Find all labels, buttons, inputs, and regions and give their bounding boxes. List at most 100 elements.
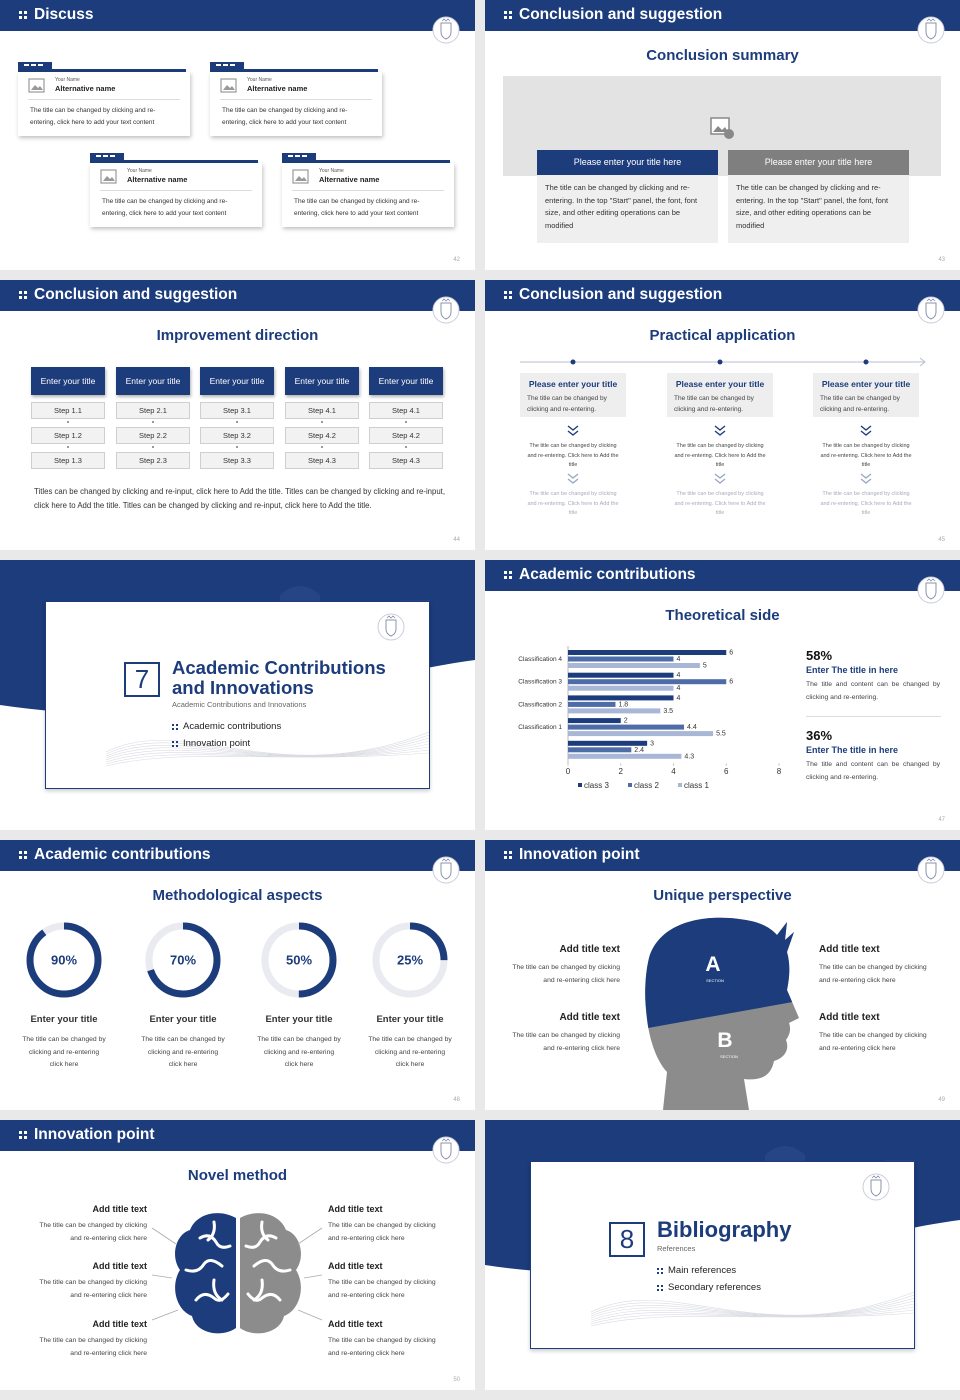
brain-fold	[252, 1259, 292, 1273]
bullet-dot	[509, 296, 512, 299]
item-body: The title can be changed by clicking and…	[512, 964, 620, 984]
column-title: Enter your title	[285, 367, 359, 395]
step-dot	[67, 421, 69, 423]
tab-dot	[230, 64, 235, 66]
box-title: Please enter your title here	[728, 150, 909, 175]
bullet-dot	[509, 11, 512, 14]
item-box	[667, 373, 773, 417]
logo-badge	[917, 296, 945, 324]
wave-line	[105, 746, 429, 763]
avatar-mountain	[103, 176, 115, 181]
bullet-dot	[19, 291, 22, 294]
data-label: 3.5	[663, 708, 673, 715]
graphic	[28, 78, 45, 93]
tab-dot	[223, 64, 228, 66]
bullet-dot	[661, 1272, 663, 1274]
bar	[568, 724, 685, 730]
slide-title: Theoretical side	[665, 607, 780, 624]
item-title: Please enter your title	[821, 379, 911, 389]
item-title: Add title text	[819, 944, 880, 955]
step: Step 4.3	[285, 452, 359, 469]
x-tick-label: 8	[777, 767, 782, 776]
bar	[568, 718, 621, 724]
page-number: 48	[453, 1097, 460, 1103]
graphic	[292, 169, 309, 184]
chevron	[714, 425, 726, 436]
logo-badge	[862, 1173, 890, 1201]
logo-crown	[386, 615, 396, 619]
item-body: The title can be changed by clicking and…	[819, 1032, 927, 1052]
graphic	[520, 357, 926, 484]
connector	[151, 1274, 173, 1279]
item-body: The title can be changed by clicking and…	[674, 395, 754, 413]
wave-line	[105, 752, 429, 767]
legend-swatch	[628, 783, 632, 787]
stat-title: Enter The title in here	[806, 665, 899, 675]
avatar-icon	[28, 78, 45, 93]
data-label: 4	[677, 695, 681, 702]
item-body: The title can be changed by clicking and…	[328, 1222, 436, 1242]
item-title: Add title text	[92, 1261, 147, 1271]
chevron	[714, 473, 726, 484]
bullet-dot	[509, 291, 512, 294]
step: Step 2.1	[116, 402, 190, 419]
bullet-dot	[657, 1289, 659, 1291]
bar	[568, 747, 632, 753]
section-card: 7 Academic Contributions and Innovations A…	[45, 601, 430, 789]
header-title: Discuss	[34, 6, 94, 23]
item-body: The title can be changed by clicking and…	[328, 1279, 436, 1299]
header-title: Innovation point	[519, 846, 640, 863]
x-tick-label: 2	[619, 767, 624, 776]
slide: Innovation point Novel method 50 Add title …	[0, 1120, 475, 1390]
slide: Discuss 42 Your Name Alternative name The ti…	[0, 0, 475, 270]
item-text-faint: The title can be changed by clicking and…	[527, 491, 619, 516]
logo-badge	[432, 16, 460, 44]
box-body: The title can be changed by clicking and…	[728, 175, 909, 243]
card-divider	[220, 99, 372, 100]
logo-crown	[441, 298, 451, 302]
section-subtitle: References	[657, 1244, 696, 1253]
brain-fold	[184, 1259, 224, 1273]
data-label: 4	[677, 672, 681, 679]
logo-badge	[377, 613, 405, 641]
item-box	[813, 373, 919, 417]
wave-line	[590, 1300, 914, 1319]
logo-crown	[441, 18, 451, 22]
data-label: 4	[677, 656, 681, 663]
bullet-dot	[176, 741, 178, 743]
card-divider	[100, 190, 252, 191]
page-number: 50	[453, 1377, 460, 1383]
graphic	[917, 16, 945, 44]
bullet-dot	[24, 856, 27, 859]
card-small-label: Your Name	[55, 77, 80, 83]
item-text-faint: The title can be changed by clicking and…	[820, 491, 912, 516]
bullet-dot	[19, 1136, 22, 1139]
card: Your Name Alternative name The title can b…	[90, 163, 262, 227]
bullet-dot	[661, 1268, 663, 1270]
page-number: 43	[938, 257, 945, 263]
slide-header: Conclusion and suggestion	[485, 280, 960, 311]
card-rule	[282, 160, 450, 163]
avatar-mountain	[295, 176, 307, 181]
logo-crown	[441, 1138, 451, 1142]
data-label: 4	[677, 685, 681, 692]
bullet-dot	[504, 296, 507, 299]
item-body: The title can be changed by clicking and…	[512, 1032, 620, 1052]
item-text: The title can be changed by clicking and…	[674, 443, 766, 468]
slide-title: Unique perspective	[653, 887, 792, 904]
graphic	[105, 731, 429, 767]
timeline-dot	[717, 359, 723, 365]
step: Step 4.1	[369, 402, 443, 419]
card-body: The title can be changed by clicking and…	[30, 107, 156, 126]
bullet-dot	[19, 856, 22, 859]
section-number: 8	[609, 1222, 645, 1257]
bullet-dot	[24, 1136, 27, 1139]
connector	[303, 1274, 323, 1279]
card-name: Alternative name	[247, 84, 308, 93]
bullet-dot	[24, 291, 27, 294]
card-name: Alternative name	[55, 84, 116, 93]
slide: 518BibliographyReferencesMain references…	[485, 1120, 960, 1390]
logo-crest	[925, 862, 937, 880]
chevron	[567, 425, 579, 436]
legend-swatch	[678, 783, 682, 787]
